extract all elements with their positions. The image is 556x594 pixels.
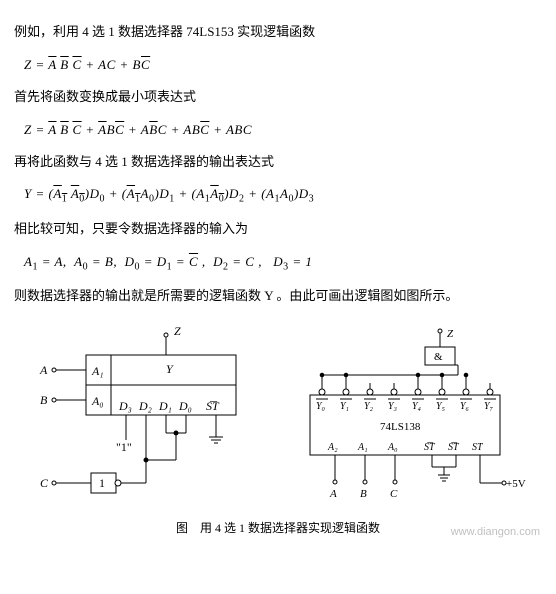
figB-bot2: A₀ <box>387 442 398 453</box>
eq3-lhs: Y <box>24 186 32 201</box>
figB-ext2: C <box>390 488 398 500</box>
eq2: Z = A B C + ABC + ABC + ABC + ABC <box>24 122 542 138</box>
para1: 例如，利用 4 选 1 数据选择器 74LS153 实现逻辑函数 <box>14 22 542 43</box>
figA-Y: Y <box>166 362 174 376</box>
caption-text: 图 用 4 选 1 数据选择器实现逻辑函数 <box>176 521 380 535</box>
figA-C: C <box>40 476 49 490</box>
eq3-rhs: = (A1 A0)D0 + (A1A0)D1 + (A1A0)D2 + (A1A… <box>35 186 314 201</box>
eq4: A1 = A, A0 = B, D0 = D1 = C , D2 = C , D… <box>24 254 542 273</box>
figB-Z: Z <box>447 328 454 340</box>
figA-ST: S͞T <box>206 399 220 413</box>
eq1-rhs: = A B C + AC + BC <box>35 57 150 72</box>
y-pins <box>319 373 493 395</box>
figA-B: B <box>40 393 48 407</box>
figB-Y1: Y₁ <box>340 401 349 412</box>
figA-A1: A₁ <box>91 364 104 378</box>
figure-caption: 图 用 4 选 1 数据选择器实现逻辑函数 www.diangon.com <box>14 519 542 536</box>
y-labels: Y₀ Y₁ Y₂ Y₃ Y₄ Y₅ Y₆ Y₇ <box>316 399 496 412</box>
botext-labels: A B C <box>329 488 398 500</box>
figB-Y0: Y₀ <box>316 401 326 412</box>
figure-left: Z Y A B C A₁ A₀ D₃ D₂ D₁ D₀ S͞T "1" 1 <box>26 325 256 505</box>
figB-bot3: S͞T <box>424 442 436 453</box>
figB-bot5: ST <box>472 442 484 453</box>
figB-ext0: A <box>329 488 337 500</box>
para2: 首先将函数变换成最小项表达式 <box>14 87 542 108</box>
figA-D1: D₁ <box>158 399 172 413</box>
figB-Y6: Y₆ <box>460 401 470 412</box>
para3: 再将此函数与 4 选 1 数据选择器的输出表达式 <box>14 152 542 173</box>
figA-inv: 1 <box>99 476 105 490</box>
figB-bot4: S͞T <box>448 442 460 453</box>
figA-A: A <box>39 363 48 377</box>
figA-A0: A₀ <box>91 394 104 408</box>
figure-row: Z Y A B C A₁ A₀ D₃ D₂ D₁ D₀ S͞T "1" 1 <box>14 325 542 505</box>
figB-ext1: B <box>360 488 367 500</box>
figA-one: "1" <box>116 440 132 454</box>
figB-Y3: Y₃ <box>388 401 398 412</box>
figB-vcc: +5V <box>506 478 526 490</box>
figB-bot1: A₁ <box>357 442 368 453</box>
figA-Z: Z <box>174 325 181 338</box>
eq2-rhs: = A B C + ABC + ABC + ABC + ABC <box>35 122 252 137</box>
eq1: Z = A B C + AC + BC <box>24 57 542 73</box>
figA-D3: D₃ <box>118 399 132 413</box>
figB-amp: & <box>434 351 443 363</box>
eq3: Y = (A1 A0)D0 + (A1A0)D1 + (A1A0)D2 + (A… <box>24 186 542 205</box>
bot-labels: A₂ A₁ A₀ S͞T S͞T ST <box>327 442 484 453</box>
eq2-lhs: Z <box>24 122 32 137</box>
figA-D0: D₀ <box>178 399 192 413</box>
figA-D2: D₂ <box>138 399 152 413</box>
para4: 相比较可知，只要令数据选择器的输入为 <box>14 219 542 240</box>
eq1-lhs: Z <box>24 57 32 72</box>
figB-Y4: Y₄ <box>412 401 422 412</box>
figB-chip: 74LS138 <box>380 421 421 433</box>
para5: 则数据选择器的输出就是所需要的逻辑函数 Y 。由此可画出逻辑图如图所示。 <box>14 286 542 307</box>
figure-right: Z & 74LS138 +5V Y₀ Y₁ Y₂ Y₃ Y₄ Y₅ Y₆ Y₇ A₂ A₁ A₀ S… <box>280 325 530 505</box>
watermark: www.diangon.com <box>451 526 540 538</box>
figB-Y2: Y₂ <box>364 401 374 412</box>
figB-bot0: A₂ <box>327 442 338 453</box>
figB-Y7: Y₇ <box>484 401 494 412</box>
figB-Y5: Y₅ <box>436 401 446 412</box>
